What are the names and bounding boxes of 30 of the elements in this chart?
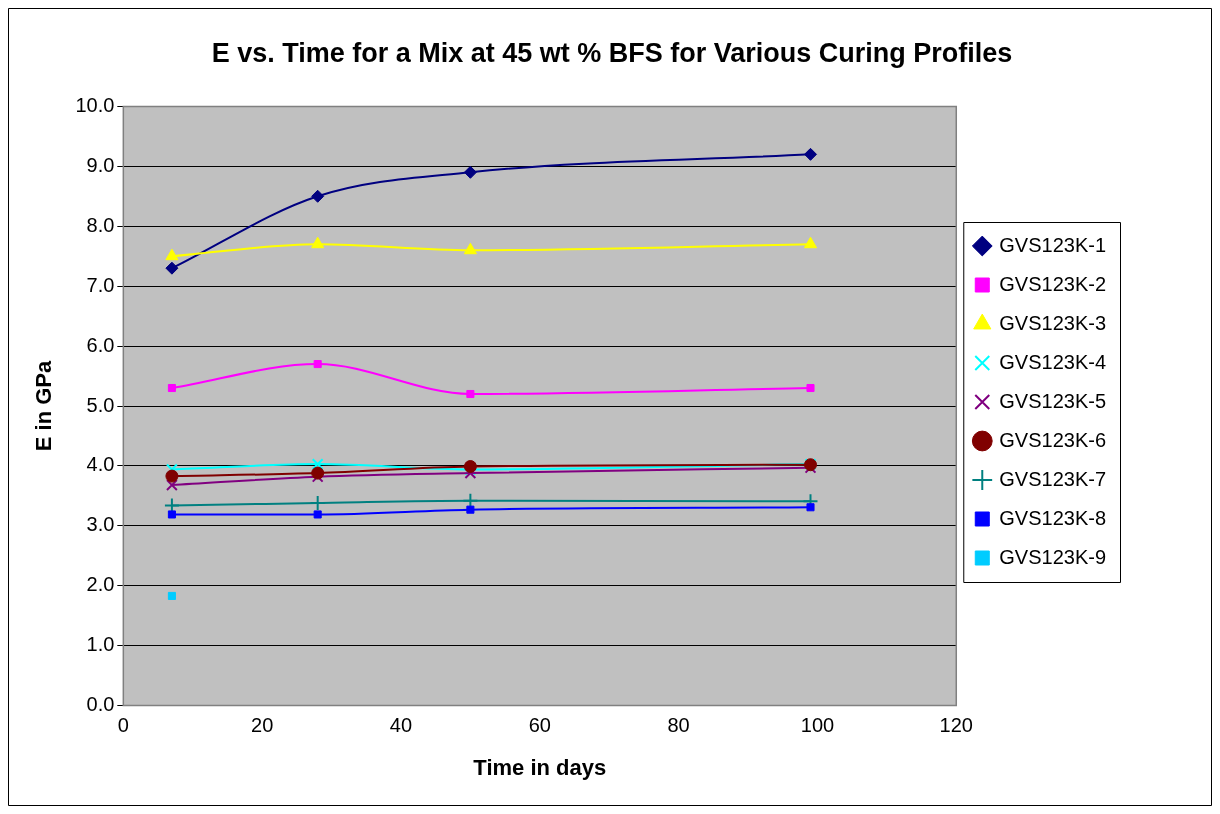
x-tick-label: 120 — [939, 714, 973, 737]
y-tick-label: 7.0 — [86, 273, 115, 296]
y-tick-label: 2.0 — [86, 573, 115, 596]
y-tick-label: 9.0 — [86, 153, 115, 176]
y-tick-label: 1.0 — [86, 633, 115, 656]
y-tick-label: 5.0 — [86, 393, 115, 416]
y-tick-label: 3.0 — [86, 513, 115, 536]
legend-label: GVS123K-4 — [999, 350, 1107, 373]
x-tick-label: 20 — [251, 714, 274, 737]
legend-label: GVS123K-6 — [999, 428, 1107, 451]
x-tick-label: 40 — [389, 714, 413, 737]
legend-label: GVS123K-1 — [999, 233, 1107, 256]
y-tick-label: 4.0 — [86, 453, 115, 476]
legend-label: GVS123K-2 — [999, 272, 1107, 295]
y-tick-label: 0.0 — [86, 693, 115, 716]
y-tick-label: 6.0 — [86, 333, 115, 356]
legend-label: GVS123K-7 — [999, 467, 1107, 490]
y-tick-label: 8.0 — [86, 213, 115, 236]
chart-title: E vs. Time for a Mix at 45 wt % BFS for Various Curing Profiles — [211, 37, 1013, 68]
x-tick-label: 100 — [800, 714, 835, 737]
legend-label: GVS123K-3 — [999, 311, 1107, 334]
y-axis-title: E in GPa — [31, 360, 57, 452]
x-tick-label: 60 — [528, 714, 551, 737]
legend-label: GVS123K-5 — [999, 389, 1107, 412]
legend-label: GVS123K-9 — [999, 545, 1107, 568]
x-tick-label: 0 — [117, 714, 129, 737]
x-axis-title: Time in days — [473, 754, 607, 780]
x-tick-label: 80 — [667, 714, 690, 737]
legend-label: GVS123K-8 — [999, 506, 1107, 529]
y-tick-label: 10.0 — [75, 93, 115, 116]
